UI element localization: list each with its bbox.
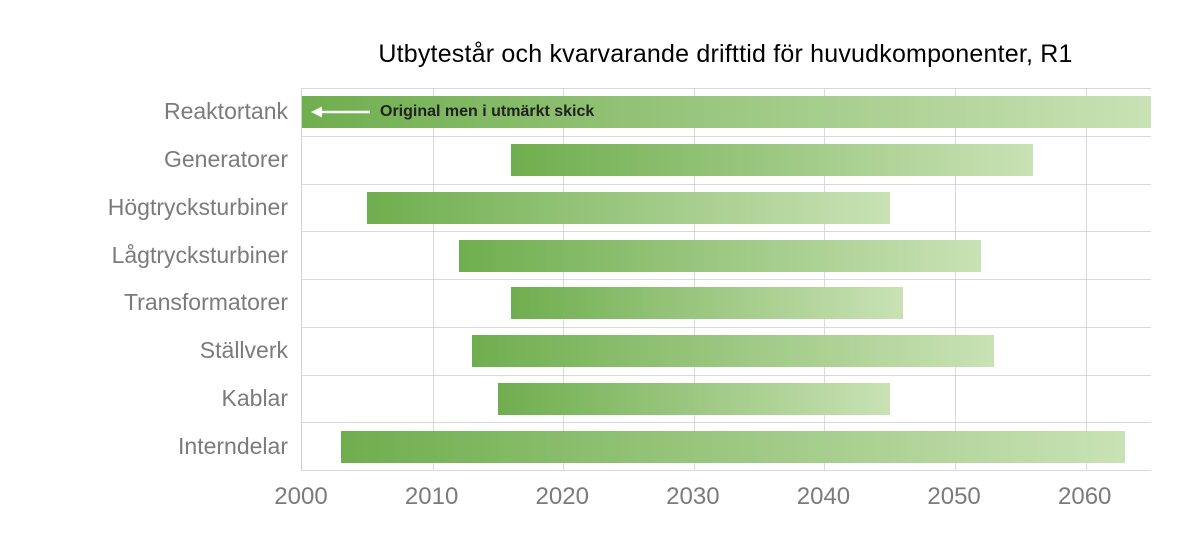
bar-interndelar	[341, 430, 1125, 463]
bar-kablar	[497, 382, 890, 415]
y-axis-category-label: Generatorer	[163, 146, 288, 173]
x-axis-labels: 2000 2010 2020 2030 2040 2050 2060	[274, 483, 1150, 517]
x-axis-tick-label: 2000	[274, 483, 328, 510]
chart-row: Original men i utmärkt skick	[302, 89, 1151, 137]
plot-area: Original men i utmärkt skick	[301, 88, 1151, 471]
bar-reaktortank: Original men i utmärkt skick	[302, 96, 1151, 129]
x-axis-tick-label: 2060	[1057, 483, 1112, 510]
vertical-gridline	[432, 89, 434, 471]
bar-ställverk	[471, 335, 995, 368]
left-arrow-icon	[311, 106, 370, 118]
bar-annotation-text: Original men i utmärkt skick	[380, 103, 595, 121]
y-axis-category-label: Ställverk	[199, 337, 288, 364]
chart-row	[302, 423, 1151, 471]
vertical-gridline	[824, 89, 826, 471]
bar-generatorer	[510, 144, 1034, 177]
vertical-gridline	[955, 89, 957, 471]
chart-row	[302, 137, 1151, 185]
chart-row	[302, 185, 1151, 233]
x-axis-tick-label: 2020	[535, 483, 589, 510]
chart-title: Utbytestår och kvarvarande drifttid för …	[378, 40, 1073, 68]
y-axis-category-label: Interndelar	[178, 432, 288, 459]
bar-högtrycksturbiner	[367, 191, 890, 224]
y-axis-category-label: Lågtrycksturbiner	[111, 241, 288, 268]
y-axis-category-label: Reaktortank	[163, 98, 288, 125]
bar-annotation: Original men i utmärkt skick	[302, 96, 1151, 128]
y-axis-category-label: Högtrycksturbiner	[107, 193, 288, 220]
chart-row	[302, 232, 1151, 280]
bar-lågtrycksturbiner	[458, 239, 982, 272]
y-axis-category-label: Transformatorer	[123, 289, 288, 316]
y-axis-category-label: Kablar	[221, 384, 288, 411]
x-axis-tick-label: 2040	[796, 483, 851, 510]
bar-transformatorer	[510, 287, 903, 320]
x-axis-tick-label: 2010	[404, 483, 459, 510]
y-axis-labels: Reaktortank Generatorer Högtrycksturbiner L…	[0, 88, 288, 470]
vertical-gridline	[693, 89, 695, 471]
chart-row	[302, 376, 1151, 424]
chart-row	[302, 280, 1151, 328]
vertical-gridline	[563, 89, 565, 471]
chart-row	[302, 328, 1151, 376]
x-axis-tick-label: 2050	[927, 483, 981, 510]
vertical-gridline	[1085, 89, 1087, 471]
x-axis-tick-label: 2030	[666, 483, 720, 510]
